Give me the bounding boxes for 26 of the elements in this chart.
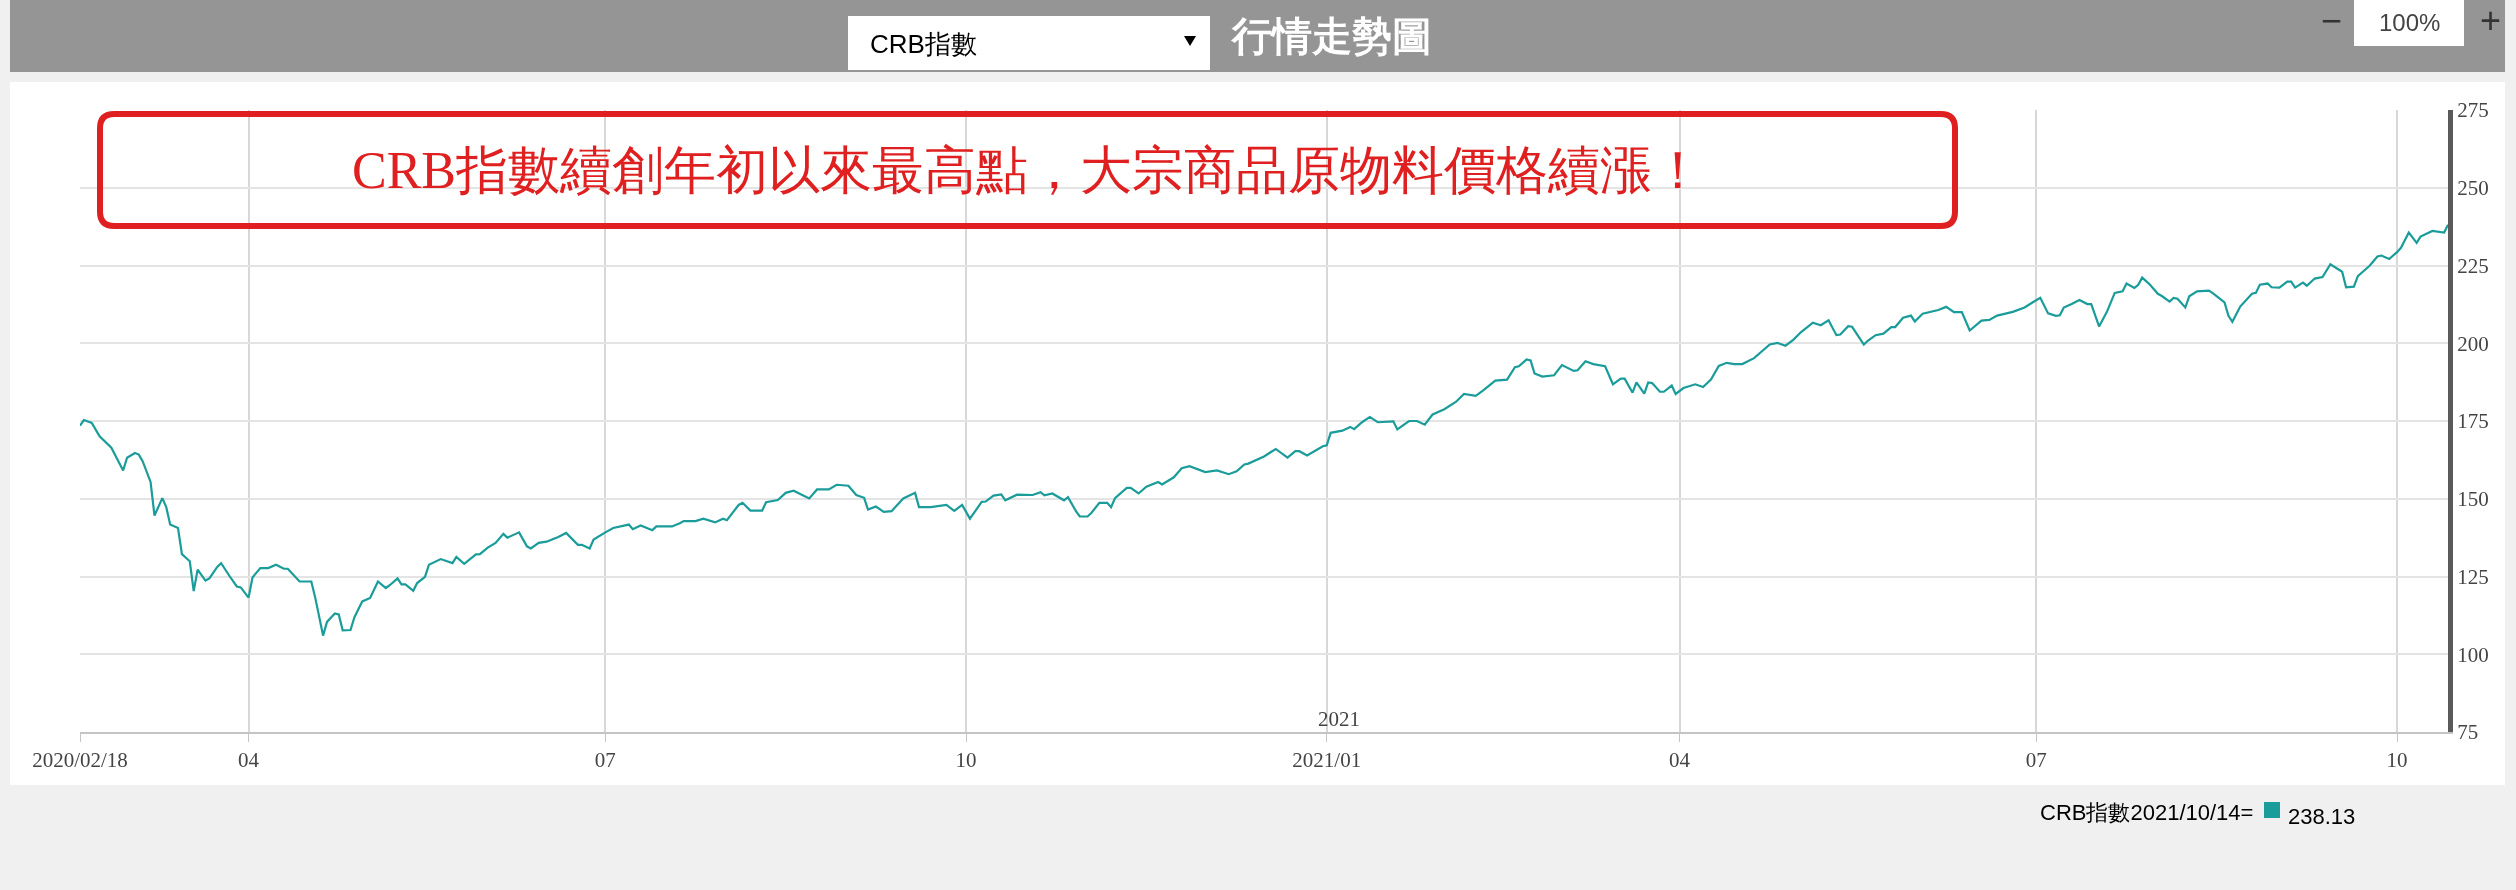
y-tick-label: 75 (2457, 720, 2479, 745)
y-tick-label: 100 (2457, 642, 2489, 667)
y-tick-label: 250 (2457, 176, 2489, 201)
text: CRB指數2021/10/14= (2040, 800, 2254, 825)
y-tick-label: 225 (2457, 253, 2489, 278)
annotation: 2021 (1318, 707, 1360, 731)
text: + (2480, 0, 2502, 41)
chart-subtitle: 行情走勢圖 (1230, 14, 1432, 58)
text: 238.13 (2288, 804, 2356, 829)
x-tick-label: 07 (594, 748, 616, 773)
x-tick-label: 04 (1669, 748, 1691, 773)
x-tick-label: 2020/02/18 (32, 748, 128, 773)
text: − (2321, 0, 2343, 41)
y-tick-label: 175 (2457, 409, 2489, 434)
x-tick-label: 10 (955, 748, 977, 773)
y-tick-label: 150 (2457, 487, 2489, 512)
text: 100% (2379, 9, 2441, 36)
y-tick-label: 125 (2457, 564, 2489, 589)
x-tick-label: 2021/01 (1292, 748, 1362, 773)
y-tick-label: 200 (2457, 331, 2489, 356)
x-tick-label: 04 (238, 748, 260, 773)
line-series (80, 223, 2448, 637)
y-tick-label: 275 (2457, 98, 2489, 123)
x-tick-label: 07 (2025, 748, 2047, 773)
text: CRB指數續創年初以來最高點，大宗商品原物料價格續漲！ (352, 142, 1705, 199)
x-tick-label: 10 (2386, 748, 2408, 773)
